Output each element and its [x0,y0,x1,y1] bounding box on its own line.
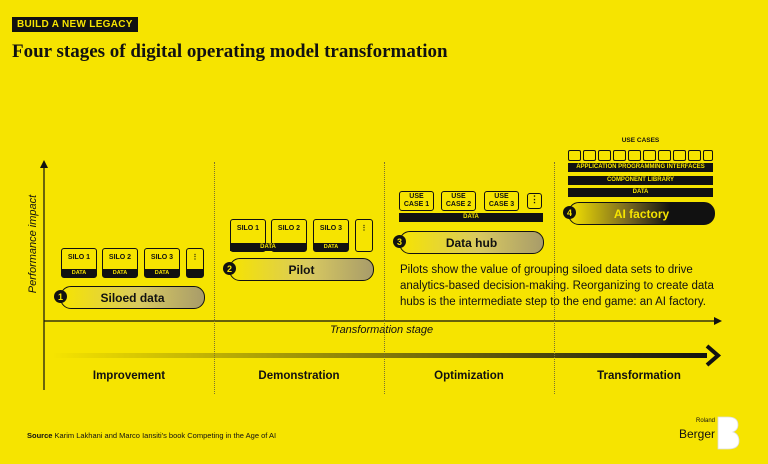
phase-label-optimization: Optimization [434,370,504,382]
use-case-box [658,150,671,161]
divider [554,162,555,394]
x-axis-arrow [714,317,722,325]
y-axis-arrow [40,160,48,168]
silo-box: SILO 3 DATA [144,248,180,278]
silo-box: SILO 2 DATA [102,248,138,278]
divider [384,162,385,394]
use-cases-label: USE CASES [621,137,660,144]
stage-number-badge: 3 [393,235,406,248]
phase-label-transformation: Transformation [597,370,681,382]
stage-number-badge: 1 [54,290,67,303]
more-box: ⋮ [527,193,542,209]
more-box: ⋮ [186,248,204,278]
stage-pill-siloed-data: Siloed data [60,286,205,309]
use-case-box [598,150,611,161]
divider [214,162,215,394]
stage-number-badge: 4 [563,206,576,219]
more-box: ⋮ [355,219,373,252]
page-title: Four stages of digital operating model t… [12,41,448,62]
use-case-box [688,150,701,161]
use-case-box [568,150,581,161]
use-case-box [643,150,656,161]
stage-pill-data-hub: Data hub [399,231,544,254]
stage-pill-pilot: Pilot [229,258,374,281]
use-case-box [583,150,596,161]
data-strip: DATA [568,188,713,197]
api-strip: APPLICATION PROGRAMMING INTERFACES [568,163,713,172]
y-axis-label: Performance impact [27,194,39,294]
description-text: Pilots show the value of grouping siloed… [400,264,714,308]
logo-text: Berger [678,427,715,441]
phase-label-demonstration: Demonstration [258,370,340,382]
component-library-strip: COMPONENT LIBRARY [568,176,713,185]
use-case-box: USE CASE 2 [441,191,476,211]
x-axis-label: Transformation stage [330,324,434,336]
silo-box: SILO 1 DATA [61,248,97,278]
use-case-box [703,150,713,161]
source-note: Source Karim Lakhani and Marco Iansiti's… [27,431,276,440]
kicker: BUILD A NEW LEGACY [12,17,138,32]
data-strip: DATA [230,243,306,251]
source-prefix: Source [27,431,53,440]
data-strip: DATA [399,213,543,222]
use-case-box [613,150,626,161]
use-case-box [673,150,686,161]
progress-arrow-head [705,344,722,367]
source-text: Karim Lakhani and Marco Iansiti's book C… [52,431,277,440]
progress-arrow-shaft [52,353,707,358]
logo-small-text: Roland [695,418,715,424]
phase-label-improvement: Improvement [92,370,166,382]
use-case-box: USE CASE 3 [484,191,519,211]
silo-box: SILO 3 DATA [313,219,349,252]
stage-number-badge: 2 [223,262,236,275]
use-case-box: USE CASE 1 [399,191,434,211]
stage-pill-ai-factory: AI factory [568,202,715,225]
use-case-box [628,150,641,161]
roland-berger-logo-icon [717,416,740,450]
